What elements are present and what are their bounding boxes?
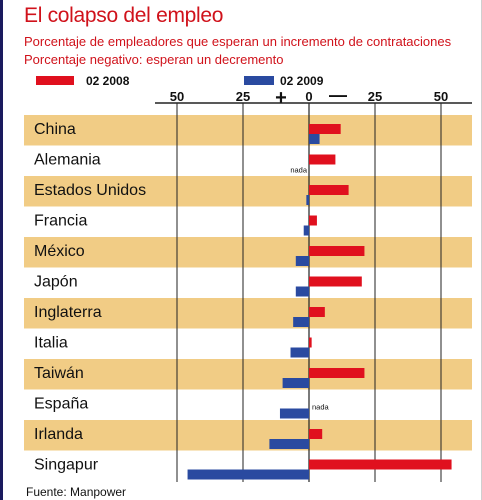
tick-label: 25 xyxy=(236,89,250,104)
bar-2008 xyxy=(309,246,365,256)
row-band xyxy=(24,115,472,146)
bar-2008 xyxy=(309,307,325,317)
category-label: España xyxy=(34,396,88,413)
bar-2008 xyxy=(309,154,336,165)
category-label: Inglaterra xyxy=(34,304,102,321)
bar-2009 xyxy=(282,378,309,388)
legend-label-2008: 02 2008 xyxy=(86,74,130,88)
row-band xyxy=(24,359,472,390)
category-label: Taiwán xyxy=(34,365,84,382)
row-band xyxy=(24,298,472,329)
legend-label-2009: 02 2009 xyxy=(280,74,324,88)
bar-2008 xyxy=(309,459,452,470)
chart-subtitle-2: Porcentaje negativo: esperan un decremen… xyxy=(24,52,284,67)
category-label: Japón xyxy=(34,274,78,291)
category-label: México xyxy=(34,243,85,260)
tick-label: 50 xyxy=(170,89,184,104)
bar-2008 xyxy=(309,276,362,287)
bar-2008 xyxy=(309,185,349,195)
tick-label: 25 xyxy=(368,89,382,104)
source-note: Fuente: Manpower xyxy=(26,485,127,499)
category-label: China xyxy=(34,121,76,138)
category-label: Francia xyxy=(34,213,87,230)
plus-sign: + xyxy=(275,87,287,109)
bar-2009 xyxy=(187,469,309,480)
legend-swatch-2008 xyxy=(36,76,74,85)
row-band xyxy=(24,420,472,451)
tick-label: 0 xyxy=(305,89,312,104)
bar-2008 xyxy=(309,337,312,348)
category-label: Alemania xyxy=(34,152,101,169)
legend-swatch-2009 xyxy=(244,76,274,85)
category-label: Irlanda xyxy=(34,426,83,443)
bar-2009 xyxy=(269,439,309,449)
minus-sign: — xyxy=(329,85,347,105)
chart-title: El colapso del empleo xyxy=(24,4,224,27)
bar-2009 xyxy=(303,225,309,236)
bar-2008 xyxy=(309,368,365,378)
bar-2009 xyxy=(306,195,309,205)
annotation-nada: nada xyxy=(290,166,308,175)
bar-2009 xyxy=(309,134,320,144)
bar-2009 xyxy=(295,286,309,297)
row-band xyxy=(24,176,472,207)
bar-2008 xyxy=(309,429,323,439)
row-band xyxy=(24,237,472,268)
bar-2008 xyxy=(309,124,341,134)
bar-2009 xyxy=(290,347,309,358)
bar-2009 xyxy=(295,256,309,266)
category-label: Singapur xyxy=(34,457,99,474)
bar-2009 xyxy=(279,408,309,419)
bar-2009 xyxy=(293,317,309,327)
category-label: Italia xyxy=(34,335,68,352)
annotation-nada: nada xyxy=(312,403,330,412)
bar-2008 xyxy=(309,215,317,226)
tick-label: 50 xyxy=(434,89,448,104)
chart-subtitle-1: Porcentaje de empleadores que esperan un… xyxy=(24,34,452,49)
category-label: Estados Unidos xyxy=(34,182,146,199)
